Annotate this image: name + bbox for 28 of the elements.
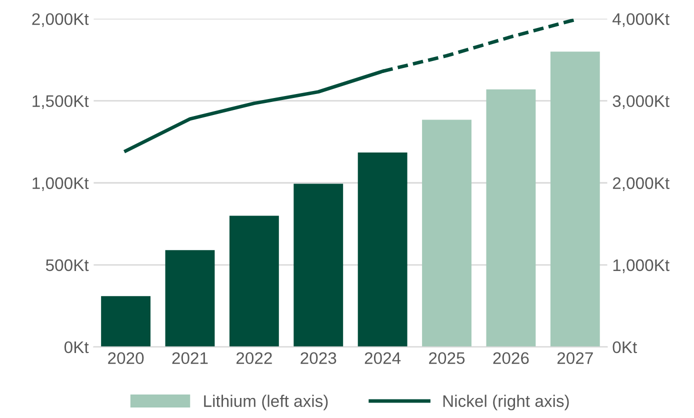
y2-tick-label: 1,000Kt (613, 259, 670, 274)
y2-tick-label: 0Kt (612, 341, 638, 354)
x-tick-label: 2026 (493, 352, 529, 364)
y2-tick-label: 3,000Kt (612, 95, 670, 110)
legend-label: Lithium (left axis) (204, 394, 328, 410)
y-tick-label: 1,000Kt (32, 177, 89, 192)
y2-tick-label: 2,000Kt (612, 177, 670, 192)
x-tick-label: 2025 (429, 352, 465, 364)
y2-tick-label: 4,000Kt (612, 13, 670, 27)
bar (358, 152, 408, 347)
bar (101, 296, 151, 347)
bar (486, 89, 536, 347)
x-tick-label: 2021 (172, 352, 208, 364)
bar (165, 250, 215, 347)
y-tick-label: 1,500Kt (32, 95, 89, 110)
bar (550, 52, 600, 347)
x-tick-label: 2024 (364, 352, 401, 364)
legend-label: Nickel (right axis) (443, 394, 569, 410)
y-tick-label: 0Kt (64, 341, 89, 354)
bar (422, 120, 472, 347)
y-tick-label: 2,000Kt (32, 13, 89, 27)
bar (294, 184, 344, 347)
x-tick-label: 2027 (557, 352, 593, 364)
y-tick-label: 500Kt (46, 259, 89, 272)
x-tick-label: 2020 (108, 352, 144, 364)
bar (229, 216, 279, 347)
x-tick-label: 2023 (300, 352, 336, 364)
x-tick-label: 2022 (236, 352, 272, 364)
